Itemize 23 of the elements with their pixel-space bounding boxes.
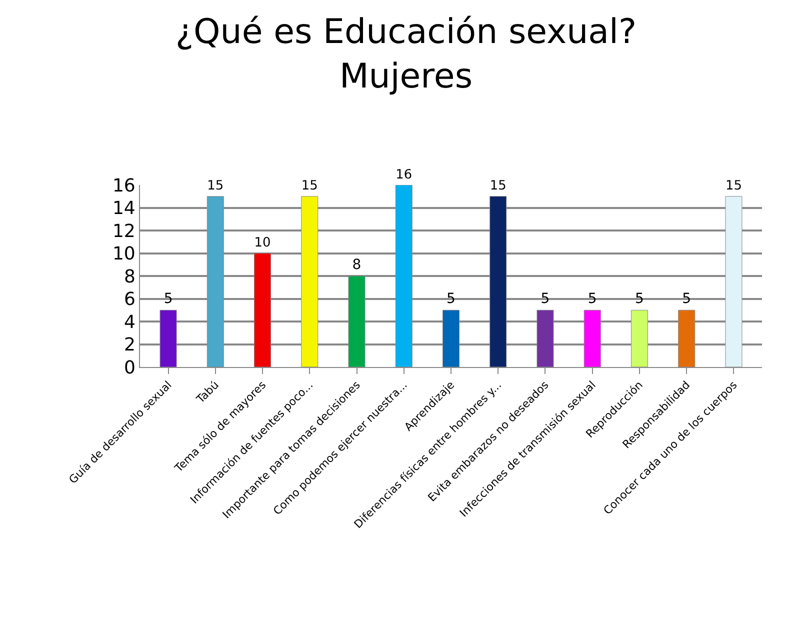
y-tick-label: 14 (112, 198, 136, 220)
y-tick-label: 4 (124, 312, 136, 333)
y-tick-label: 12 (112, 220, 136, 242)
data-label: 15 (207, 178, 224, 194)
y-tick-label: 8 (124, 266, 136, 288)
chart-title: ¿Qué es Educación sexual? Mujeres (176, 12, 636, 96)
y-tick-label: 6 (124, 289, 136, 310)
data-label: 5 (635, 291, 644, 308)
data-label: 5 (588, 291, 597, 308)
data-label: 15 (725, 178, 742, 194)
data-label: 16 (396, 167, 412, 182)
data-label: 15 (301, 178, 318, 194)
data-label: 5 (540, 291, 550, 308)
data-label: 10 (254, 236, 271, 251)
y-tick-label: 10 (112, 244, 136, 265)
data-label: 5 (682, 291, 692, 308)
y-tick-label: 0 (124, 357, 136, 378)
data-label: 5 (164, 291, 173, 308)
y-tick-label: 2 (124, 334, 136, 356)
y-tick-label: 16 (112, 175, 136, 196)
data-label: 5 (446, 291, 456, 308)
data-label: 15 (490, 178, 506, 194)
data-label: 8 (352, 257, 362, 273)
